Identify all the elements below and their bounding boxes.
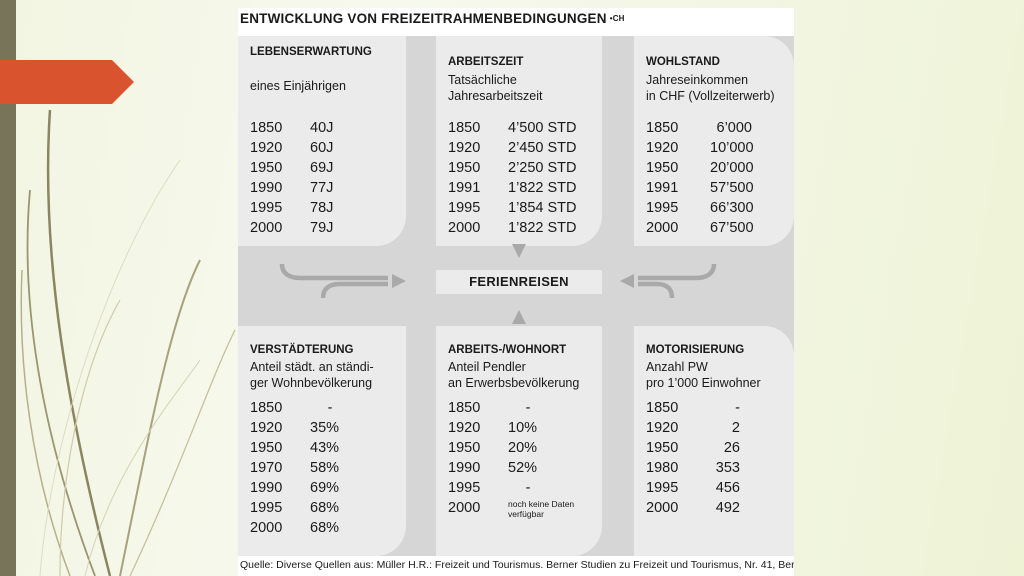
- panel-wohlstand: WOHLSTAND Jahreseinkommen in CHF (Vollze…: [634, 36, 794, 246]
- slide-left-bar: [0, 0, 16, 576]
- panel-subtitle: Anzahl PW pro 1’000 Einwohner: [646, 360, 761, 390]
- panel-subtitle: Jahreseinkommen in CHF (Vollzeiterwerb): [646, 73, 775, 103]
- panel-subtitle: Tatsächliche Jahresarbeitszeit: [448, 73, 543, 103]
- country-superscript: •CH: [609, 14, 625, 23]
- panel-title: WOHLSTAND: [646, 56, 720, 68]
- panel-arbeits-wohnort: ARBEITS-/WOHNORT Anteil Pendler an Erwer…: [436, 326, 602, 556]
- panel-title: LEBENSERWARTUNG: [250, 46, 372, 58]
- panel-motorisierung: MOTORISIERUNG Anzahl PW pro 1’000 Einwoh…: [634, 326, 794, 556]
- panel-grid: LEBENSERWARTUNG eines Einjährigen 1850 40…: [238, 36, 794, 556]
- center-label-ferienreisen: FERIENREISEN: [436, 270, 602, 294]
- panel-subtitle: eines Einjährigen: [250, 79, 346, 93]
- panel-title: VERSTÄDTERUNG: [250, 344, 354, 356]
- panel-verstaedterung: VERSTÄDTERUNG Anteil städt. an ständi- g…: [238, 326, 406, 556]
- panel-arbeitszeit: ARBEITSZEIT Tatsächliche Jahresarbeitsze…: [436, 36, 602, 246]
- decorative-swoosh-lines: [20, 109, 236, 576]
- infographic-sheet: ENTWICKLUNG VON FREIZEITRAHMENBEDINGUNGE…: [238, 8, 794, 576]
- panel-title: MOTORISIERUNG: [646, 344, 745, 356]
- red-arrow-shape: [0, 60, 134, 104]
- source-footer: Quelle: Diverse Quellen aus: Müller H.R.…: [238, 556, 794, 576]
- source-text: Quelle: Diverse Quellen aus: Müller H.R.…: [240, 559, 794, 571]
- panel-subtitle: Anteil städt. an ständi- ger Wohnbevölke…: [250, 360, 374, 390]
- infographic-header: ENTWICKLUNG VON FREIZEITRAHMENBEDINGUNGE…: [238, 8, 794, 36]
- panel-title: ARBEITSZEIT: [448, 56, 524, 68]
- panel-subtitle: Anteil Pendler an Erwerbsbevölkerung: [448, 360, 580, 390]
- panel-title: ARBEITS-/WOHNORT: [448, 344, 567, 356]
- infographic-title: ENTWICKLUNG VON FREIZEITRAHMENBEDINGUNGE…: [240, 11, 625, 26]
- no-data-note: noch keine Daten verfügbar: [508, 499, 575, 519]
- panel-lebenserwartung: LEBENSERWARTUNG eines Einjährigen 1850 40…: [238, 36, 406, 246]
